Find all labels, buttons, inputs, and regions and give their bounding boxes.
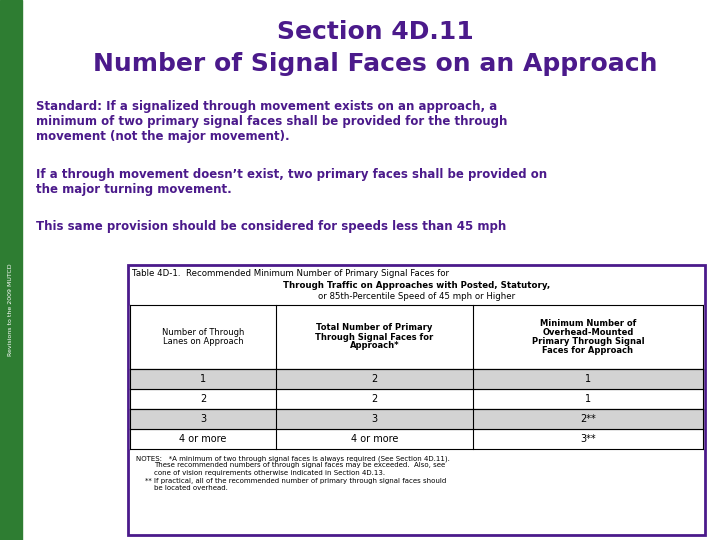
Text: 2: 2: [372, 374, 377, 384]
Text: cone of vision requirements otherwise indicated in Section 4D.13.: cone of vision requirements otherwise in…: [154, 470, 385, 476]
Text: Through Traffic on Approaches with Posted, Statutory,: Through Traffic on Approaches with Poste…: [283, 281, 550, 290]
Text: 4 or more: 4 or more: [351, 434, 398, 444]
Text: Minimum Number of: Minimum Number of: [540, 319, 636, 328]
Text: 1: 1: [585, 374, 591, 384]
Text: 2**: 2**: [580, 414, 596, 424]
Text: Section 4D.11: Section 4D.11: [276, 20, 473, 44]
Text: the major turning movement.: the major turning movement.: [36, 183, 232, 196]
Text: or 85th-Percentile Speed of 45 mph or Higher: or 85th-Percentile Speed of 45 mph or Hi…: [318, 292, 515, 301]
Text: ** If practical, all of the recommended number of primary through signal faces s: ** If practical, all of the recommended …: [145, 477, 446, 483]
Text: Approach*: Approach*: [350, 341, 400, 350]
Text: Lanes on Approach: Lanes on Approach: [163, 337, 243, 346]
Text: movement (not the major movement).: movement (not the major movement).: [36, 130, 289, 143]
Text: 2: 2: [200, 394, 206, 404]
Text: be located overhead.: be located overhead.: [154, 485, 228, 491]
Text: Table 4D-1.  Recommended Minimum Number of Primary Signal Faces for: Table 4D-1. Recommended Minimum Number o…: [132, 269, 449, 278]
Bar: [128, 265, 705, 535]
Bar: [130, 389, 703, 409]
Text: Standard: If a signalized through movement exists on an approach, a: Standard: If a signalized through moveme…: [36, 100, 498, 113]
Text: Primary Through Signal: Primary Through Signal: [531, 337, 644, 346]
Text: 1: 1: [200, 374, 206, 384]
Text: This same provision should be considered for speeds less than 45 mph: This same provision should be considered…: [36, 220, 506, 233]
Bar: [130, 369, 703, 389]
Text: Number of Through: Number of Through: [162, 328, 244, 337]
Text: If a through movement doesn’t exist, two primary faces shall be provided on: If a through movement doesn’t exist, two…: [36, 168, 547, 181]
Bar: [0, 0, 22, 540]
Text: Number of Signal Faces on an Approach: Number of Signal Faces on an Approach: [93, 52, 657, 76]
Text: These recommended numbers of through signal faces may be exceeded.  Also, see: These recommended numbers of through sig…: [154, 462, 445, 469]
Bar: [130, 305, 703, 369]
Bar: [130, 409, 703, 429]
Text: 4 or more: 4 or more: [179, 434, 227, 444]
Text: Total Number of Primary: Total Number of Primary: [316, 323, 433, 333]
Text: Revisions to the 2009 MUTCD: Revisions to the 2009 MUTCD: [9, 264, 14, 356]
Text: Through Signal Faces for: Through Signal Faces for: [315, 333, 433, 341]
Text: 2: 2: [372, 394, 377, 404]
Text: 1: 1: [585, 394, 591, 404]
Text: 3: 3: [372, 414, 377, 424]
Text: 3: 3: [200, 414, 206, 424]
Text: NOTES:   *A minimum of two through signal faces is always required (See Section : NOTES: *A minimum of two through signal …: [136, 455, 450, 462]
Text: minimum of two primary signal faces shall be provided for the through: minimum of two primary signal faces shal…: [36, 115, 508, 128]
Text: 3**: 3**: [580, 434, 596, 444]
Text: Faces for Approach: Faces for Approach: [542, 346, 634, 355]
Text: Overhead-Mounted: Overhead-Mounted: [542, 328, 634, 337]
Bar: [130, 429, 703, 449]
